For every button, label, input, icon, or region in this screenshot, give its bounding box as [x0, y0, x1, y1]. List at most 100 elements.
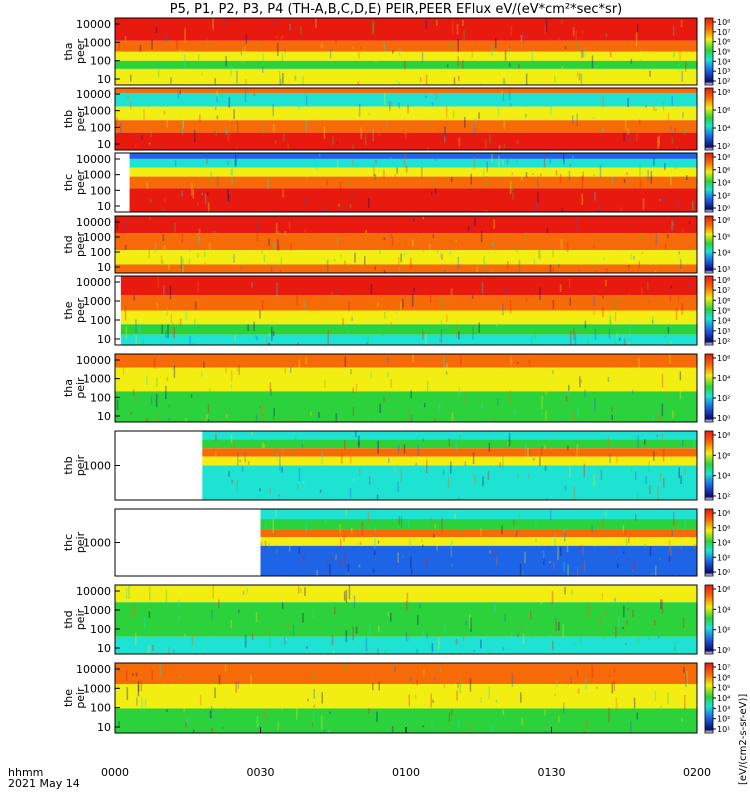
colorbar-tick-label: 10⁶	[717, 296, 730, 305]
energy-flux-band	[115, 216, 697, 234]
flux-speckle	[253, 321, 255, 331]
flux-speckle	[482, 168, 485, 177]
colorbar-tick-label: 10⁴	[717, 124, 730, 133]
flux-speckle	[584, 389, 586, 398]
flux-speckle	[181, 233, 184, 243]
flux-speckle	[605, 33, 608, 38]
flux-speckle	[182, 265, 184, 273]
flux-speckle	[560, 546, 562, 556]
flux-speckle	[277, 42, 279, 56]
flux-speckle	[670, 635, 673, 648]
flux-speckle	[241, 49, 244, 63]
flux-speckle	[661, 374, 664, 388]
flux-speckle	[404, 60, 406, 70]
panel-instrument-label: peir	[74, 454, 87, 476]
flux-speckle	[140, 680, 143, 691]
flux-speckle	[573, 643, 575, 646]
energy-flux-band	[115, 367, 697, 392]
flux-speckle	[682, 228, 684, 237]
flux-speckle	[351, 316, 353, 321]
flux-speckle	[609, 320, 611, 333]
flux-speckle	[623, 338, 626, 345]
flux-speckle	[262, 53, 264, 64]
flux-speckle	[135, 335, 137, 345]
flux-speckle	[540, 217, 543, 224]
flux-speckle	[602, 295, 604, 299]
flux-speckle	[582, 50, 584, 58]
flux-speckle	[644, 439, 646, 445]
flux-speckle	[458, 387, 461, 397]
flux-speckle	[503, 121, 505, 129]
flux-speckle	[213, 680, 215, 684]
flux-speckle	[339, 539, 342, 549]
colorbar	[704, 17, 714, 86]
energy-flux-band	[115, 585, 697, 603]
flux-speckle	[573, 486, 576, 499]
flux-speckle	[263, 444, 265, 448]
flux-speckle	[241, 588, 243, 597]
flux-speckle	[525, 443, 527, 455]
flux-speckle	[483, 209, 485, 212]
flux-speckle	[505, 287, 508, 294]
flux-speckle	[490, 279, 492, 291]
flux-speckle	[353, 595, 356, 608]
flux-speckle	[275, 35, 278, 39]
flux-speckle	[495, 556, 498, 566]
flux-speckle	[694, 571, 697, 576]
flux-speckle	[236, 146, 238, 150]
flux-speckle	[352, 626, 354, 641]
flux-speckle	[116, 219, 119, 229]
flux-speckle	[291, 447, 294, 452]
flux-speckle	[341, 452, 343, 464]
flux-speckle	[122, 360, 125, 375]
flux-speckle	[664, 243, 667, 250]
flux-speckle	[421, 51, 424, 63]
flux-speckle	[166, 120, 168, 128]
flux-speckle	[645, 440, 647, 447]
flux-speckle	[227, 161, 229, 165]
flux-speckle	[376, 651, 378, 654]
flux-speckle	[470, 173, 472, 185]
flux-speckle	[192, 343, 194, 345]
flux-speckle	[374, 536, 376, 549]
flux-speckle	[368, 198, 370, 208]
flux-speckle	[474, 474, 476, 485]
flux-speckle	[546, 227, 549, 234]
flux-speckle	[336, 160, 339, 172]
flux-speckle	[682, 112, 684, 118]
flux-speckle	[289, 24, 291, 31]
flux-speckle	[234, 334, 236, 342]
flux-speckle	[347, 181, 350, 186]
flux-speckle	[681, 718, 683, 722]
flux-speckle	[234, 154, 237, 167]
flux-speckle	[148, 644, 150, 654]
flux-speckle	[377, 540, 380, 544]
flux-speckle	[572, 155, 574, 165]
flux-speckle	[215, 129, 217, 137]
flux-speckle	[565, 395, 568, 402]
flux-speckle	[555, 618, 557, 632]
flux-speckle	[391, 698, 393, 705]
flux-speckle	[213, 230, 216, 234]
flux-speckle	[450, 461, 452, 474]
flux-speckle	[681, 71, 683, 82]
flux-speckle	[546, 722, 548, 727]
flux-speckle	[574, 106, 576, 117]
flux-speckle	[135, 632, 137, 646]
flux-speckle	[178, 616, 181, 621]
flux-speckle	[527, 448, 529, 459]
flux-speckle	[605, 511, 607, 517]
flux-speckle	[367, 511, 370, 524]
flux-speckle	[434, 418, 436, 422]
flux-speckle	[265, 552, 267, 556]
flux-speckle	[674, 641, 677, 653]
flux-speckle	[520, 692, 522, 703]
flux-speckle	[495, 699, 498, 703]
flux-speckle	[580, 50, 583, 59]
flux-speckle	[268, 332, 271, 336]
flux-speckle	[459, 679, 461, 694]
flux-speckle	[446, 314, 448, 322]
colorbar	[704, 430, 714, 501]
flux-speckle	[197, 282, 199, 293]
flux-speckle	[568, 170, 571, 182]
